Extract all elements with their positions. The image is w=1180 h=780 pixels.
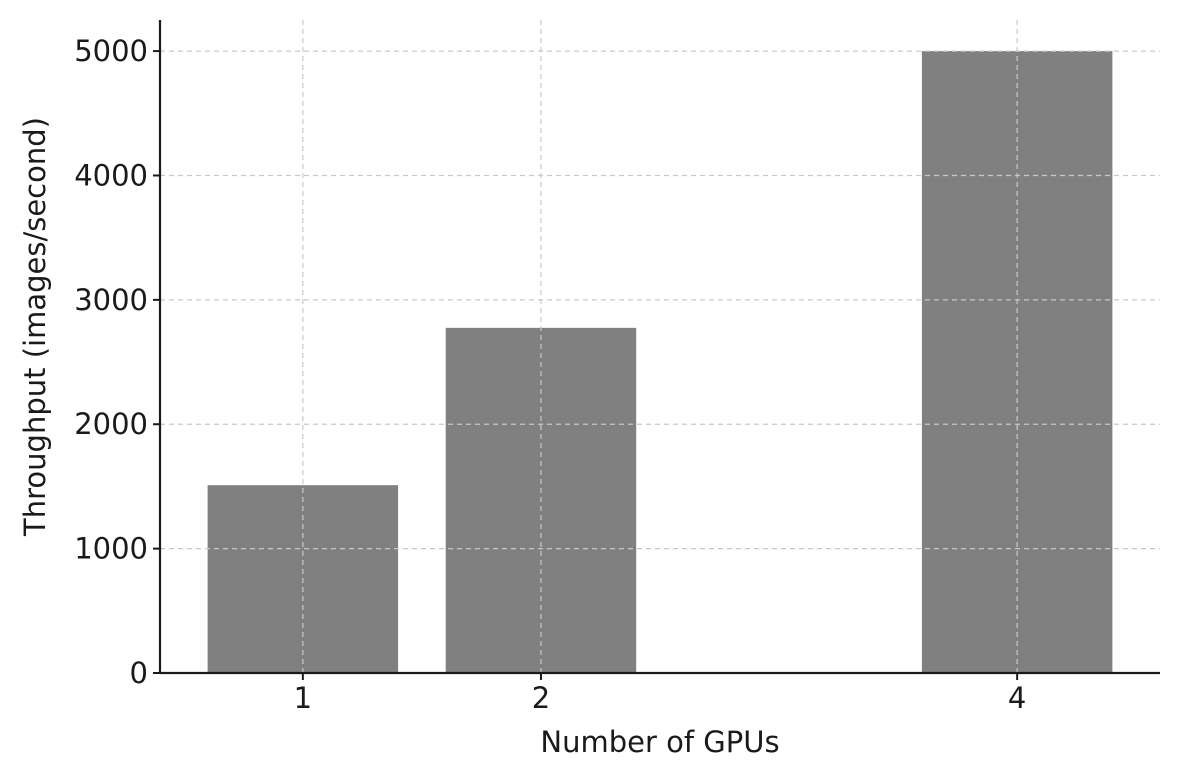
- bars: [207, 51, 1113, 674]
- y-tick-label-0: 0: [130, 656, 148, 690]
- ticks: 0 1000 2000 3000 4000 5000 1 2 4: [74, 34, 1026, 715]
- y-tick-label-4: 4000: [74, 158, 148, 192]
- y-tick-label-1: 1000: [74, 532, 148, 566]
- y-tick-label-2: 2000: [74, 407, 148, 441]
- y-axis-title: Throughput (images/second): [18, 117, 52, 537]
- axes: [158, 20, 1160, 675]
- y-tick-label-5: 5000: [74, 34, 148, 68]
- x-tick-label-2: 4: [1008, 681, 1026, 715]
- grid-lines: [160, 20, 1160, 674]
- x-axis-title: Number of GPUs: [540, 725, 779, 759]
- x-tick-label-1: 2: [532, 681, 550, 715]
- x-tick-label-0: 1: [294, 681, 312, 715]
- y-tick-label-3: 3000: [74, 283, 148, 317]
